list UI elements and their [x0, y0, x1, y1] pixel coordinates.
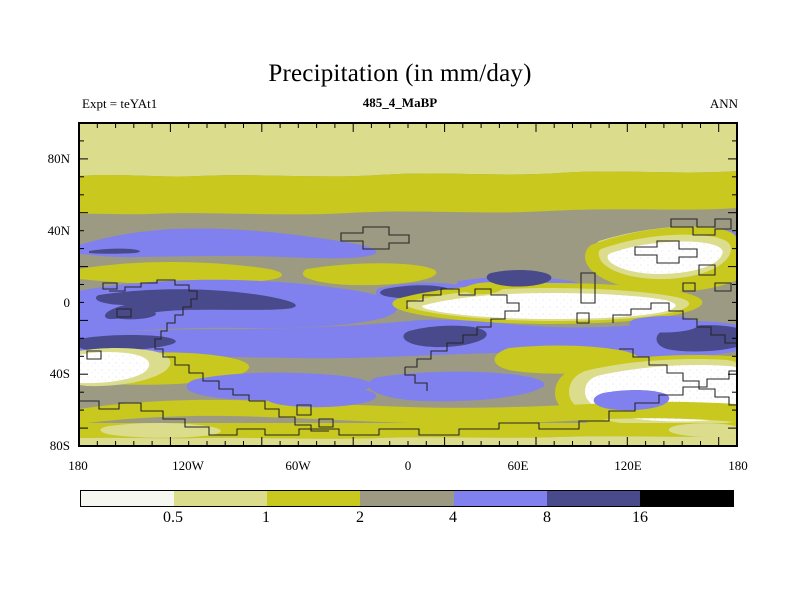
colorbar-tick-16: 16: [632, 509, 648, 526]
band-8-16-npacific-core: [89, 248, 140, 254]
colorbar-tick-1: 1: [262, 509, 270, 526]
band-4-8-s-blob-w: [262, 386, 377, 408]
band-4-8-s-midlat-m: [367, 371, 545, 402]
band-lt05-sw-dry: [79, 352, 150, 384]
colorbar-band-gt16: [639, 491, 733, 506]
colorbar-tick-8: 8: [543, 509, 551, 526]
band-05-1-antarctic-patch-e: [668, 423, 737, 437]
coastline-layer: [79, 218, 737, 436]
map-frame: [78, 122, 738, 447]
band-4-8-inset-east: [629, 316, 700, 333]
colorbar-tick-4: 4: [449, 509, 457, 526]
map-plot-area: 80N 40N 0 40S 80S 180 120W 60W 0 60E 120…: [48, 122, 748, 472]
colorbar-tick-05: 0.5: [163, 509, 183, 526]
band-lt05-east-dry-n: [607, 241, 723, 274]
xtick-label-180e: 180: [728, 458, 748, 473]
ytick-label-0: 0: [63, 295, 71, 310]
band-1-2-subtropic-n-atl: [303, 263, 437, 286]
band-8-16-south-eq-core-m: [403, 325, 487, 348]
tick-layer: [79, 123, 737, 446]
figure-subtitle: 485_4_MaBP: [362, 95, 438, 110]
colorbar-band-2-4: [360, 491, 454, 506]
ytick-label-40n: 40N: [47, 223, 70, 238]
band-1-2-subtropic-n-west: [79, 262, 282, 285]
ytick-label-80s: 80S: [49, 438, 70, 453]
colorbar: [80, 490, 734, 507]
band-05-1-arctic: [79, 123, 737, 177]
page-title: Precipitation (in mm/day): [268, 60, 532, 87]
season-label: ANN: [709, 96, 738, 111]
xtick-label-60e: 60E: [507, 458, 529, 473]
band-1-2-north: [79, 171, 737, 215]
xtick-label-180w: 180: [68, 458, 88, 473]
band-lt05-eqdry: [422, 293, 676, 319]
band-1-2-s-band: [79, 399, 737, 424]
colorbar-band-1-2: [267, 491, 361, 506]
colorbar-band-lt05: [81, 491, 175, 506]
experiment-label: Expt = teYAt1: [82, 96, 158, 111]
colorbar-band-8-16: [546, 491, 640, 506]
xtick-label-120e: 120E: [614, 458, 642, 473]
band-1-2-antarctic: [79, 423, 737, 439]
band-1-2-notch-africa: [462, 282, 503, 295]
band-8-16-south-eq-core-w: [79, 335, 176, 351]
band-4-8-npacific: [79, 228, 377, 259]
precipitation-contour-map: [79, 123, 737, 446]
colorbar-band-4-8: [453, 491, 547, 506]
xtick-label-60w: 60W: [285, 458, 311, 473]
ytick-label-40s: 40S: [49, 366, 70, 381]
band-8-16-notch-blob: [486, 270, 552, 287]
ytick-label-80n: 80N: [47, 151, 70, 166]
xtick-label-120w: 120W: [172, 458, 204, 473]
xtick-label-0: 0: [404, 458, 412, 473]
colorbar-tick-2: 2: [356, 509, 364, 526]
band-4-8-s-blob-e: [593, 390, 670, 411]
colorbar-band-05-1: [174, 491, 268, 506]
